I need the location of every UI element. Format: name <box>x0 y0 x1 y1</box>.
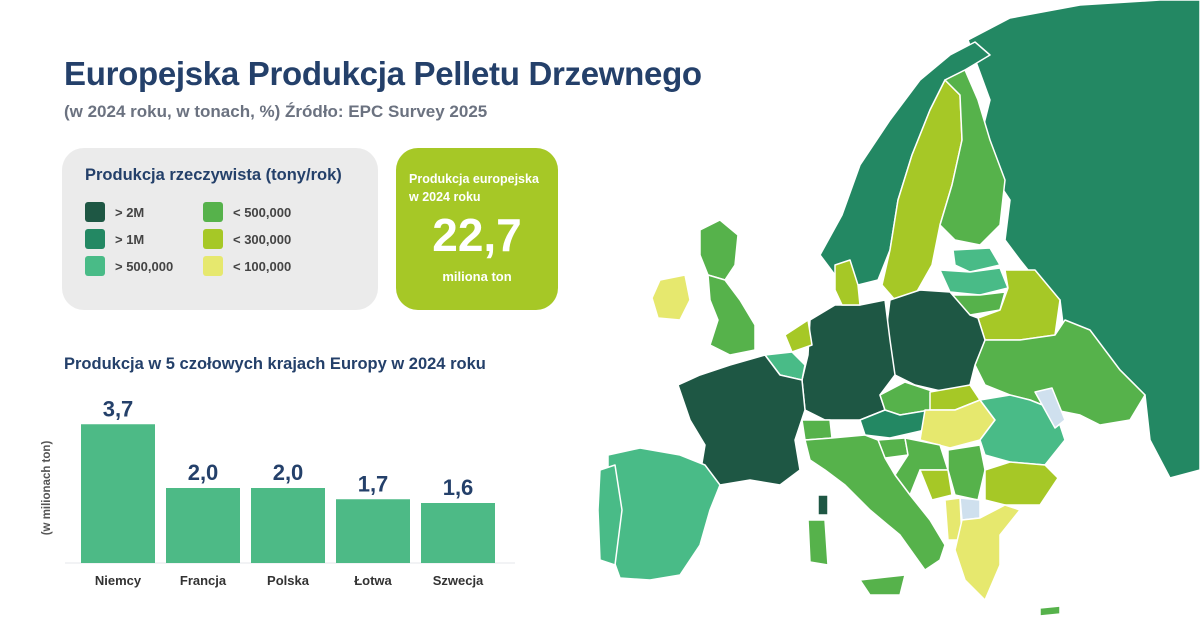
map-region-bulgaria <box>984 461 1059 506</box>
category-label: Niemcy <box>95 573 142 588</box>
legend-item-over-2m: > 2M <box>85 202 144 222</box>
map-region-spain <box>607 447 721 581</box>
category-label: Szwecja <box>433 573 484 588</box>
legend-item-over-1m: > 1M <box>85 229 144 249</box>
legend-swatch <box>203 256 223 276</box>
map-region-germany <box>801 299 896 421</box>
map-region-cyprus <box>1039 605 1061 617</box>
bar-value-label: 3,7 <box>103 396 134 421</box>
total-production-unit: miliona ton <box>442 269 512 284</box>
legend-label: < 100,000 <box>233 258 292 274</box>
legend-label: > 500,000 <box>115 258 174 274</box>
map-region-latvia <box>939 267 1009 296</box>
map-region-netherlands <box>784 319 813 353</box>
legend-title: Produkcja rzeczywista (tony/rok) <box>85 166 342 184</box>
legend-item-under-100k: < 100,000 <box>203 256 291 276</box>
y-axis-label: (w milionach ton) <box>41 441 53 536</box>
bar-szwecja <box>421 503 495 563</box>
map-region-ukraine <box>974 319 1146 426</box>
map-region-portugal <box>597 464 623 566</box>
total-production-value: 22,7 <box>432 209 522 261</box>
legend-item-under-300k: < 300,000 <box>203 229 291 249</box>
legend-label: > 1M <box>115 231 145 247</box>
bar-chart: (w milionach ton) 3,7 Niemcy 2,0 Francja 2,0… <box>41 396 515 588</box>
bar-value-label: 2,0 <box>188 460 219 485</box>
map-region-moldova <box>1034 387 1066 429</box>
map-region-estonia <box>952 247 1001 273</box>
legend-label: < 300,000 <box>233 231 292 247</box>
map-region-switzerland <box>801 419 833 441</box>
category-label: Francja <box>180 573 227 588</box>
map-region-sicily <box>859 574 906 596</box>
legend-swatch <box>85 256 105 276</box>
map-region-france <box>677 354 806 486</box>
legend-swatch <box>203 202 223 222</box>
page-title: Europejska Produkcja Pelletu Drzewnego <box>64 55 702 92</box>
legend-swatch <box>85 229 105 249</box>
legend-swatch <box>85 202 105 222</box>
category-label: Polska <box>267 573 310 588</box>
bar-value-label: 2,0 <box>273 460 304 485</box>
bar-polska <box>251 488 325 563</box>
map-region-croatia <box>894 437 949 496</box>
map-region-bosnia <box>919 469 953 501</box>
map-region-serbia <box>947 444 986 501</box>
map-region-finland <box>939 69 1006 246</box>
legend-swatch <box>203 229 223 249</box>
map-region-italy <box>804 434 946 571</box>
map-region-ireland <box>651 274 691 321</box>
map-region-denmark <box>834 259 861 306</box>
map-region-greece <box>954 504 1021 601</box>
legend-item-over-500k: > 500,000 <box>85 256 173 276</box>
map-region-corsica <box>817 494 829 516</box>
legend-item-under-500k: < 500,000 <box>203 202 291 222</box>
total-production-label: Produkcja europejska w 2024 roku <box>409 172 539 205</box>
bar-niemcy <box>81 424 155 563</box>
category-label: Łotwa <box>354 573 392 588</box>
legend-label: > 2M <box>115 204 145 220</box>
legend-panel: Produkcja rzeczywista (tony/rok) > 2M > … <box>62 148 378 310</box>
chart-title: Produkcja w 5 czołowych krajach Europy w… <box>64 355 486 373</box>
bar-łotwa <box>336 499 410 563</box>
total-production-card: Produkcja europejska w 2024 roku 22,7 mi… <box>396 148 558 310</box>
bar-value-label: 1,7 <box>358 471 389 496</box>
map-region-sardinia <box>807 519 829 566</box>
map-region-uk-scotland <box>699 219 739 281</box>
bar-value-label: 1,6 <box>443 475 474 500</box>
europe-map <box>597 0 1200 617</box>
map-region-uk-england <box>707 274 756 356</box>
map-region-north-macedonia <box>959 497 981 521</box>
legend-label: < 500,000 <box>233 204 292 220</box>
page-subtitle: (w 2024 roku, w tonach, %) Źródło: EPC S… <box>64 102 488 121</box>
bar-francja <box>166 488 240 563</box>
